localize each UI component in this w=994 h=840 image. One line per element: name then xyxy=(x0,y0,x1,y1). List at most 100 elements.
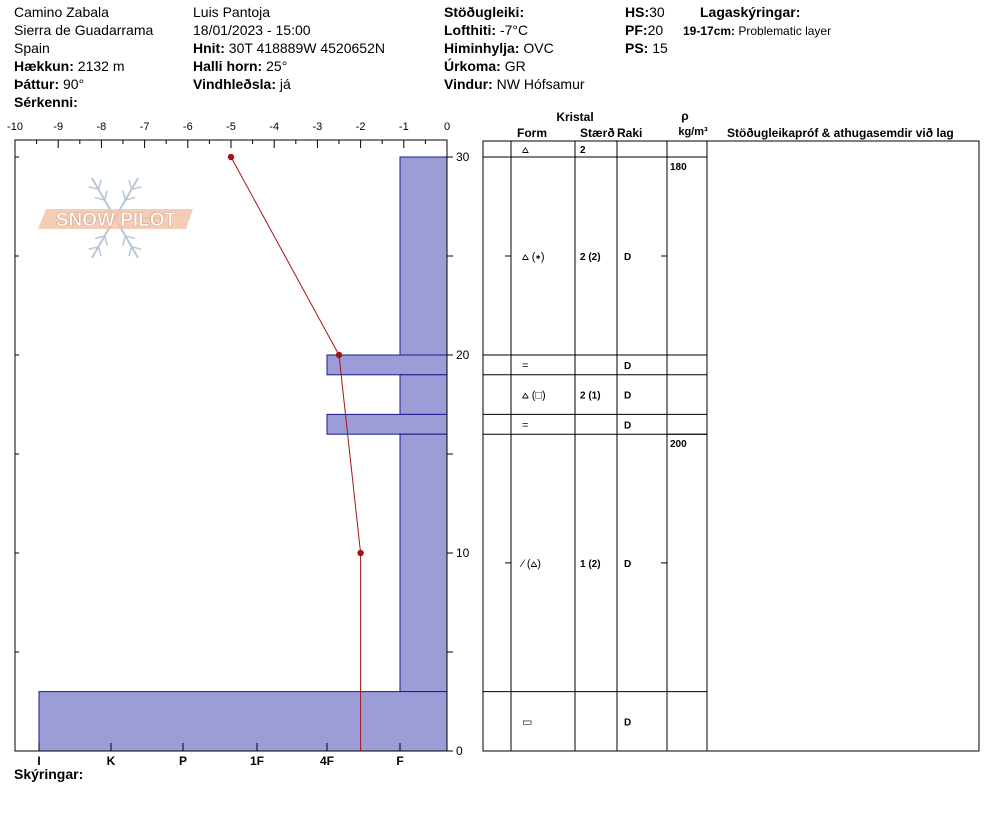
elevation-label: Hækkun: xyxy=(14,58,74,74)
location-line-3: Spain xyxy=(14,40,50,56)
wind-label: Vindur: xyxy=(444,76,493,92)
layer-density: 180 xyxy=(670,162,687,173)
coords-value: 30T 418889W 4520652N xyxy=(228,40,385,56)
layer-table: Kristal Form Stærð Raki ρ kg/m³ Stöðugleikapró… xyxy=(482,109,980,752)
layer-size: 1 (2) xyxy=(580,559,601,570)
height-tick-label: 10 xyxy=(456,546,470,560)
col-header-moisture: Raki xyxy=(617,126,642,140)
temp-tick-label: -10 xyxy=(7,121,23,133)
ps-label: PS: xyxy=(625,40,649,56)
temp-tick-label: 0 xyxy=(444,121,450,133)
coords-label: Hnit: xyxy=(193,40,225,56)
temp-tick-label: -1 xyxy=(399,121,409,133)
watermark-text: SNOW PILOT xyxy=(56,210,177,231)
temp-tick-label: -7 xyxy=(140,121,150,133)
pf-label: PF: xyxy=(625,22,648,38)
layer-density: 200 xyxy=(670,439,687,450)
sky-label: Himinhylja: xyxy=(444,40,520,56)
hardness-bar xyxy=(326,354,448,376)
snowflake-branch xyxy=(88,186,99,191)
hardness-bar xyxy=(399,374,448,415)
layer-note-range: 19-17cm: xyxy=(683,24,736,38)
temp-tick-label: -2 xyxy=(356,121,366,133)
wind-loading-label: Vindhleðsla: xyxy=(193,76,276,92)
snowflake-branch xyxy=(88,245,99,250)
slope-row: Halli horn: 25° xyxy=(193,58,287,74)
layer-form: = xyxy=(522,360,528,372)
pf-row: PF:20 xyxy=(625,22,663,38)
col-header-tests: Stöðugleikapróf & athugasemdir við lag xyxy=(727,126,954,140)
watermark-banner xyxy=(38,209,193,229)
layer-moisture: D xyxy=(624,252,631,263)
hs-value: 30 xyxy=(649,4,665,20)
layer-form: ⩟ (□) xyxy=(522,390,546,402)
temp-tick-label: -5 xyxy=(226,121,236,133)
temp-tick-label: -9 xyxy=(53,121,63,133)
aspect-value: 90° xyxy=(63,76,85,92)
col-header-density: kg/m³ xyxy=(678,126,708,138)
air-temp-value: -7°C xyxy=(499,22,529,38)
snowflake-branch xyxy=(103,190,108,201)
precip-label: Úrkoma: xyxy=(444,58,501,74)
observer-name: Luis Pantoja xyxy=(193,4,271,20)
plot-border xyxy=(14,139,448,752)
hardness-tick-label: P xyxy=(179,754,187,768)
snowflake-branch xyxy=(122,190,127,201)
aspect-label: Þáttur: xyxy=(14,76,60,92)
sky-row: Himinhylja: OVC xyxy=(444,40,554,56)
slope-label: Halli horn: xyxy=(193,58,263,74)
location-line-1: Camino Zabala xyxy=(14,4,109,20)
hardness-tick-label: 4F xyxy=(320,754,334,768)
crystal-group-header: Kristal xyxy=(556,110,593,124)
stability-label: Stöðugleiki: xyxy=(444,4,525,20)
temperature-point xyxy=(357,549,364,557)
wind-row: Vindur: NW Hófsamur xyxy=(444,76,585,92)
hardness-bar xyxy=(399,433,448,693)
layer-moisture: D xyxy=(624,717,631,728)
location-line-2: Sierra de Guadarrama xyxy=(14,22,154,38)
hardness-tick-label: K xyxy=(107,754,116,768)
precip-value: GR xyxy=(504,58,526,74)
ps-value: 15 xyxy=(652,40,668,56)
snowflake-branch xyxy=(131,245,142,250)
col-header-size: Stærð xyxy=(580,126,615,140)
layer-note: 19-17cm: Problematic layer xyxy=(683,23,831,39)
height-tick-label: 20 xyxy=(456,348,470,362)
snowflake-branch xyxy=(125,196,136,201)
wind-loading-row: Vindhleðsla: já xyxy=(193,76,291,92)
layer-form: ⁄ (⩟) xyxy=(519,558,541,570)
snowflake-branch xyxy=(94,235,105,240)
temp-tick-label: -4 xyxy=(269,121,279,133)
air-temp-label: Lofthiti: xyxy=(444,22,497,38)
observation-datetime: 18/01/2023 - 15:00 xyxy=(193,22,311,38)
hardness-bar xyxy=(399,156,448,376)
sky-value: OVC xyxy=(523,40,554,56)
layer-form: ⩟ (∗) xyxy=(522,251,545,263)
layer-notes-label: Lagaskýringar: xyxy=(700,4,801,20)
ps-row: PS: 15 xyxy=(625,40,668,56)
layer-size: 2 xyxy=(580,145,586,156)
col-header-form: Form xyxy=(517,126,547,140)
layer-moisture: D xyxy=(624,361,631,372)
temp-tick-label: -3 xyxy=(313,121,323,133)
layer-note-text: Problematic layer xyxy=(738,24,832,38)
layer-moisture: D xyxy=(624,420,631,431)
snowflake-branch xyxy=(97,246,102,257)
snowflake-branch xyxy=(128,246,133,257)
pf-value: 20 xyxy=(647,22,664,38)
snowpilot-watermark: SNOW PILOT xyxy=(38,177,193,259)
layer-moisture: D xyxy=(624,391,631,402)
features-label: Sérkenni: xyxy=(14,94,78,110)
snowflake-branch xyxy=(128,179,133,190)
hs-label: HS: xyxy=(625,4,650,20)
elevation-value: 2132 m xyxy=(77,58,125,74)
elevation-row: Hækkun: 2132 m xyxy=(14,58,125,74)
layer-moisture: D xyxy=(624,559,631,570)
aspect-row: Þáttur: 90° xyxy=(14,76,84,92)
slope-value: 25° xyxy=(266,58,288,74)
temperature-line xyxy=(230,156,362,751)
snowflake-branch xyxy=(103,235,108,246)
air-temp-row: Lofthiti: -7°C xyxy=(444,22,528,38)
layer-form: = xyxy=(522,419,528,431)
